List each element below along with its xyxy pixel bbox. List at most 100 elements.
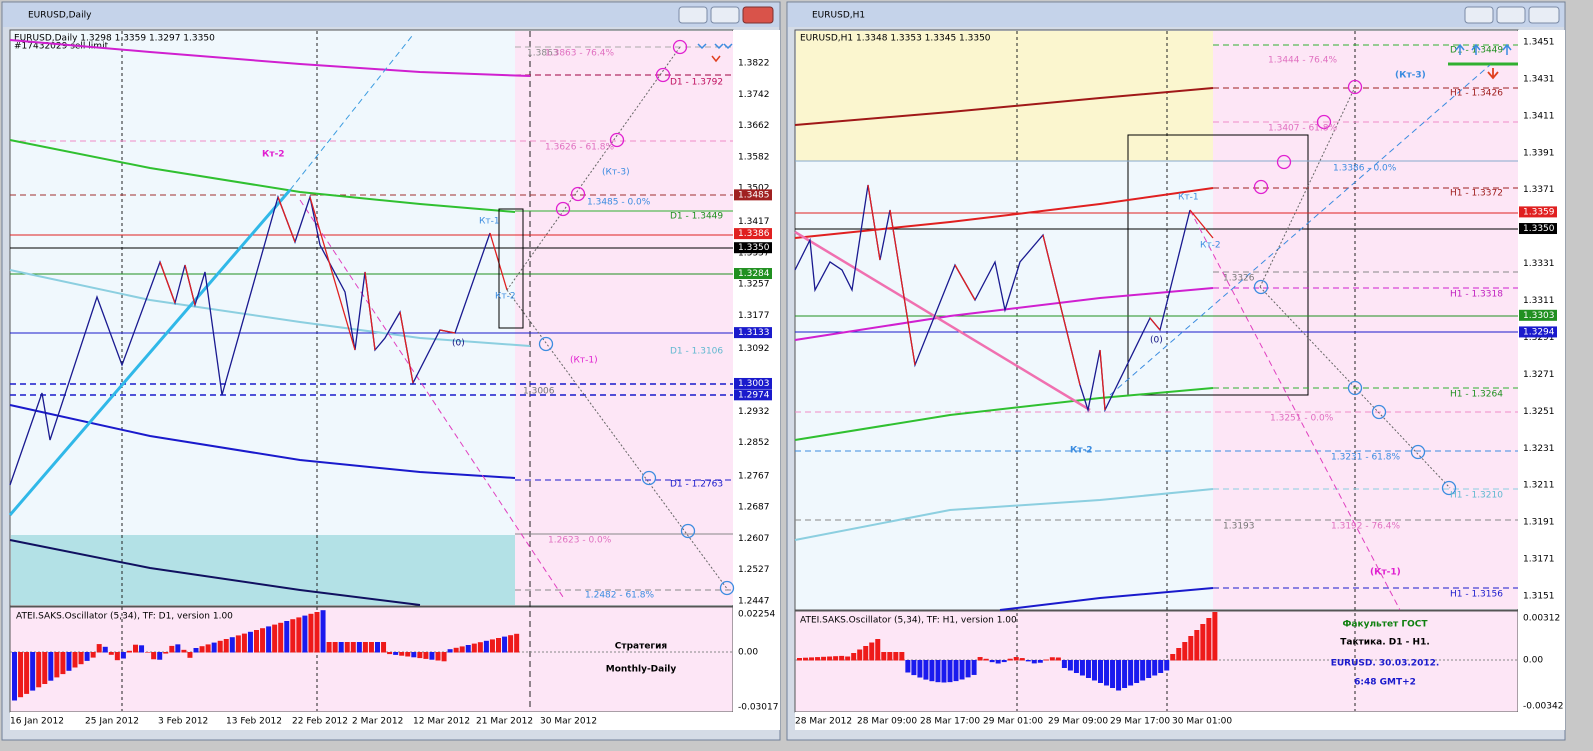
oscillator-bar [1079,660,1085,676]
oscillator-bar [1001,660,1007,663]
price-label: 1.3417 [738,217,770,227]
oscillator-bar [72,652,78,668]
oscillator-bar [827,656,833,661]
oscillator-bar [887,652,893,661]
price-label: 1.3822 [738,59,770,69]
price-label: 1.3257 [738,280,770,290]
oscillator-bar [1146,660,1152,678]
maximize-button[interactable] [1496,6,1526,24]
price-tag-label: 1.3350 [1523,224,1555,234]
oscillator-bar [60,652,66,675]
line [889,209,916,366]
close-button[interactable] [1528,6,1560,24]
oscillator-bar [465,645,471,653]
oscillator-bar [157,652,163,660]
oscillator-bar [851,653,857,661]
price-label: 1.3251 [1523,407,1555,417]
minimize-button[interactable] [1464,6,1494,24]
oscillator-bar [48,652,54,681]
date-label: 28 Mar 17:00 [920,717,980,727]
oscillator-bar [845,656,851,661]
window-buttons[interactable] [1464,6,1560,24]
level-label: D1 - 1.3106 [670,347,723,357]
oscillator-bar [1019,658,1025,661]
level-label: 1.3192 - 76.4% [1331,522,1400,532]
level-label: 1.3251 - 0.0% [1270,414,1334,424]
line [954,264,976,301]
level-label: D1 - 1.2763 [670,480,723,490]
oscillator-bar [145,652,151,653]
oscillator-bar [102,646,108,653]
date-label: 30 Mar 01:00 [1172,717,1232,727]
window-buttons[interactable] [678,6,774,24]
close-button[interactable] [742,6,774,24]
price-label: 1.3311 [1523,296,1555,306]
price-label: 1.3582 [738,152,770,162]
oscillator-bar [290,619,296,653]
oscillator-bar [205,644,211,653]
level-label: 1.3485 - 0.0% [587,198,651,208]
date-label: 2 Mar 2012 [352,717,403,727]
marker [1441,480,1457,496]
oscillator-bar [338,642,344,653]
marker [1253,279,1269,295]
oscillator-bar [362,642,368,653]
oscillator-bar [133,644,138,653]
oscillator-bar [1116,660,1122,691]
level-label: 1.3626 - 61.8% [545,143,614,153]
minimize-button[interactable] [678,6,708,24]
oscillator-bar [514,633,520,653]
oscillator-bar [96,644,102,653]
oscillator-bar [296,617,302,653]
oscillator-bar [302,615,308,653]
line [1099,349,1106,411]
oscillator-bar [977,657,983,661]
line [9,404,516,479]
date-label: 30 Mar 2012 [540,717,597,727]
branding-text: EURUSD. 30.03.2012. [1331,659,1440,669]
oscillator-bar [483,640,489,653]
oscillator-bar [881,652,887,661]
date-label: 28 Mar 2012 [795,717,852,727]
line [9,139,516,213]
price-label: 1.3092 [738,344,770,354]
oscillator-bar [1049,657,1055,661]
date-label: 29 Mar 17:00 [1110,717,1170,727]
oscillator-bar [314,612,320,653]
osc-axis-label: -0.00342 [1523,702,1563,712]
price-label: 1.2767 [738,471,770,481]
oscillator-bar [12,652,17,701]
osc-axis-label: -0.03017 [738,703,778,713]
oscillator-bar [1007,658,1013,661]
oscillator-bar [78,652,84,665]
oscillator-bar [453,647,459,653]
oscillator-bar [1122,660,1128,688]
price-tag [1519,223,1557,235]
date-label: 25 Jan 2012 [85,717,139,727]
annotation: (0) [452,339,465,349]
oscillator-bar [857,649,863,661]
line [794,488,1214,541]
oscillator-bar [941,660,947,683]
level-label: H1 - 1.3264 [1450,390,1503,400]
annotation: (Кт-1) [1370,568,1401,578]
maximize-button[interactable] [710,6,740,24]
strategy-text: Стратегия [615,642,668,652]
oscillator-bar [326,642,332,653]
oscillator-bar [1025,660,1031,662]
price-tag [1519,326,1557,338]
line [184,264,196,306]
oscillator-area [9,606,734,713]
osc-axis-label: 0.00312 [1523,614,1560,624]
oscillator-bar [1043,659,1049,661]
oscillator-bar [1037,660,1043,663]
arrow [1455,43,1512,55]
oscillator-bar [151,652,157,660]
line [9,269,531,347]
oscillator-bar [284,621,290,653]
line [309,196,356,351]
oscillator-bar [139,645,145,653]
oscillator-bar [989,660,995,663]
oscillator-bar [350,642,356,653]
oscillator-bar [320,610,326,653]
